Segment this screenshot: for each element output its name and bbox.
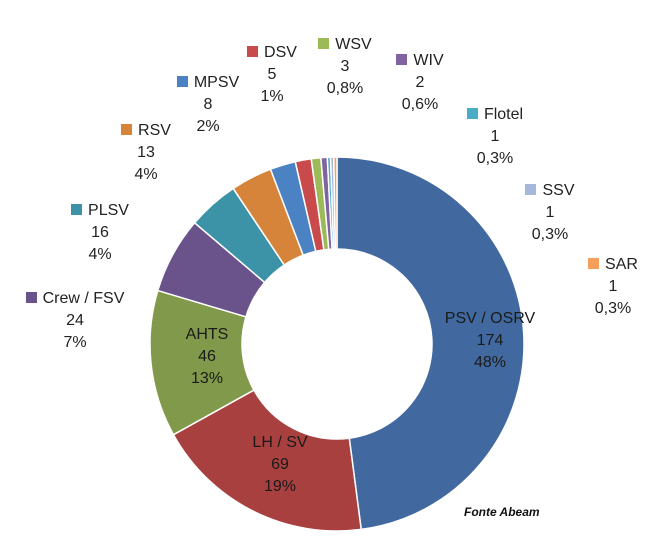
slice-sar xyxy=(333,156,338,250)
slice-label-name: PLSV xyxy=(88,202,129,219)
legend-swatch xyxy=(525,184,537,195)
slice-label-psv-osrv: PSV / OSRV 174 48% xyxy=(430,308,550,374)
slice-label-pct: 0,3% xyxy=(476,150,514,167)
slice-label-name: Crew / FSV xyxy=(42,290,125,307)
slice-lh-sv xyxy=(172,389,363,532)
legend-label-sar: SAR 1 0,3% xyxy=(568,254,657,320)
slice-label-pct: 4% xyxy=(134,166,158,183)
slice-label-ahts: AHTS 46 13% xyxy=(167,324,247,390)
legend-swatch xyxy=(25,292,37,303)
slice-label-value: 46 xyxy=(198,348,216,365)
slice-psv-osrv xyxy=(336,156,525,531)
chart-source-note: Fonte Abeam xyxy=(464,505,540,519)
slice-label-value: 3 xyxy=(340,58,350,75)
legend-swatch xyxy=(247,46,259,57)
slice-label-name: PSV / OSRV xyxy=(444,310,536,327)
slice-label-value: 2 xyxy=(415,74,425,91)
legend-label-crew-fsv: Crew / FSV 24 7% xyxy=(0,288,150,354)
slice-label-value: 1 xyxy=(545,204,555,221)
legend-swatch xyxy=(176,76,188,87)
slice-label-name: Flotel xyxy=(483,106,524,123)
slice-label-name: MPSV xyxy=(193,74,240,91)
legend-label-wsv: WSV 3 0,8% xyxy=(295,34,395,100)
slice-label-value: 174 xyxy=(476,332,504,349)
slice-label-value: 1 xyxy=(608,278,618,295)
legend-label-wiv: WIV 2 0,6% xyxy=(370,50,470,116)
legend-swatch xyxy=(71,204,83,215)
legend-label-rsv: RSV 13 4% xyxy=(96,120,196,186)
slice-label-name: LH / SV xyxy=(252,434,308,451)
slice-label-lh-sv: LH / SV 69 19% xyxy=(230,432,330,498)
slice-label-pct: 7% xyxy=(63,334,87,351)
slice-label-name: DSV xyxy=(264,44,297,61)
slice-label-name: SSV xyxy=(542,182,575,199)
legend-swatch xyxy=(318,38,330,49)
legend-label-mpsv: MPSV 8 2% xyxy=(153,72,263,138)
legend-swatch xyxy=(588,258,600,269)
slice-label-name: WIV xyxy=(413,52,444,69)
legend-label-ssv: SSV 1 0,3% xyxy=(500,180,600,246)
slice-label-name: AHTS xyxy=(185,326,229,343)
slice-label-value: 5 xyxy=(267,66,277,83)
slice-label-pct: 1% xyxy=(260,88,284,105)
slice-label-pct: 4% xyxy=(88,246,112,263)
slice-label-pct: 48% xyxy=(473,354,507,371)
slice-label-pct: 0,8% xyxy=(326,80,364,97)
slice-label-value: 69 xyxy=(271,456,289,473)
slice-label-value: 24 xyxy=(66,312,84,329)
slice-label-value: 8 xyxy=(203,96,213,113)
slice-label-pct: 0,3% xyxy=(594,300,632,317)
slice-label-name: WSV xyxy=(335,36,372,53)
slice-label-name: RSV xyxy=(138,122,171,139)
slice-label-pct: 0,6% xyxy=(401,96,439,113)
legend-label-plsv: PLSV 16 4% xyxy=(50,200,150,266)
slice-label-pct: 2% xyxy=(196,118,220,135)
slice-label-pct: 13% xyxy=(190,370,224,387)
legend-label-flotel: Flotel 1 0,3% xyxy=(440,104,550,170)
slice-label-pct: 19% xyxy=(263,478,297,495)
legend-swatch xyxy=(396,54,408,65)
legend-swatch xyxy=(466,108,478,119)
slice-label-value: 1 xyxy=(490,128,500,145)
slice-label-value: 16 xyxy=(91,224,109,241)
slice-label-pct: 0,3% xyxy=(531,226,569,243)
slice-label-name: SAR xyxy=(605,256,638,273)
slice-label-value: 13 xyxy=(137,144,155,161)
legend-label-dsv: DSV 5 1% xyxy=(222,42,322,108)
legend-swatch xyxy=(121,124,133,135)
